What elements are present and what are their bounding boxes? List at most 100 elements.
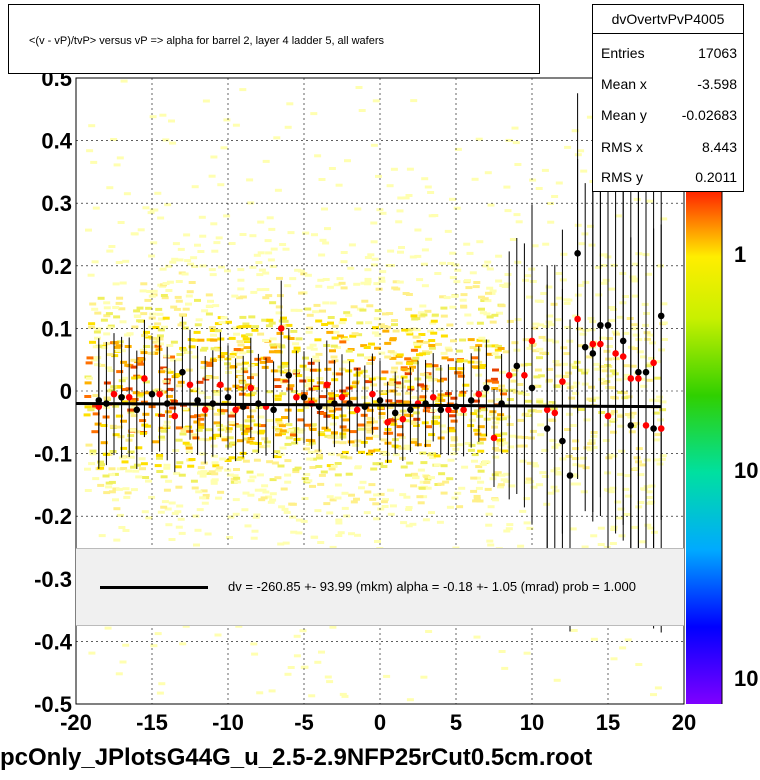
heat-cell	[428, 433, 436, 437]
heat-cell	[302, 356, 309, 360]
heat-cell	[155, 307, 163, 311]
heat-cell	[84, 405, 92, 409]
heat-cell	[133, 314, 141, 318]
data-point	[323, 381, 331, 389]
heat-cell	[449, 276, 457, 280]
heat-cell	[431, 364, 439, 368]
fit-line	[75, 402, 662, 409]
heat-cell	[259, 488, 267, 492]
heat-cell	[215, 496, 223, 500]
heat-cell	[401, 328, 409, 332]
heat-cell	[224, 269, 231, 273]
heat-cell	[425, 364, 433, 368]
heat-cell	[249, 475, 257, 479]
heat-cell	[354, 439, 362, 443]
heat-cell	[497, 347, 505, 350]
heat-cell	[339, 425, 347, 429]
heat-cell	[449, 414, 457, 418]
heat-cell	[613, 332, 620, 336]
heat-cell	[457, 367, 465, 371]
heat-cell	[324, 367, 332, 371]
heat-cell	[530, 462, 538, 466]
stat-row-entries: Entries 17063	[601, 45, 737, 75]
heat-cell	[257, 251, 265, 255]
heat-cell	[582, 280, 590, 284]
data-point	[513, 362, 521, 370]
heat-cell	[169, 260, 177, 264]
heat-cell	[142, 476, 150, 479]
heat-cell	[287, 337, 295, 340]
heat-cell	[490, 377, 498, 381]
x-tick-label: -10	[212, 710, 244, 735]
heat-cell	[116, 487, 123, 491]
heat-cell	[632, 422, 640, 426]
heat-cell	[659, 408, 667, 412]
data-point	[581, 343, 589, 351]
y-tick-label: -0.1	[34, 442, 72, 467]
heat-cell	[108, 473, 116, 477]
heat-cell	[648, 356, 656, 360]
heat-cell	[384, 459, 392, 463]
heat-cell	[446, 402, 454, 406]
heat-cell	[250, 373, 258, 377]
heat-cell	[456, 505, 464, 509]
heat-cell	[243, 346, 251, 350]
data-point	[612, 350, 619, 357]
heat-cell	[185, 446, 193, 450]
heat-cell	[476, 240, 484, 244]
heat-cell	[411, 438, 419, 442]
heat-cell	[265, 251, 273, 255]
heat-cell	[541, 475, 549, 478]
heat-cell	[267, 500, 275, 504]
heat-cell	[361, 386, 369, 390]
heat-cell	[328, 467, 336, 471]
heat-cell	[660, 338, 668, 341]
heat-cell	[503, 185, 511, 189]
heat-cell	[140, 282, 148, 286]
heat-cell	[294, 268, 302, 272]
heat-cell	[329, 349, 336, 353]
heat-cell	[109, 424, 117, 428]
heat-cell	[184, 259, 192, 263]
heat-cell	[245, 333, 253, 337]
heat-cell	[100, 318, 108, 322]
heat-cell	[315, 456, 323, 460]
heat-cell	[397, 250, 404, 254]
heat-cell	[367, 358, 375, 361]
heat-cell	[372, 502, 380, 506]
heat-cell	[225, 366, 233, 370]
heat-cell	[131, 232, 139, 236]
heat-cell	[210, 333, 217, 337]
heat-cell	[140, 462, 148, 466]
heat-cell	[608, 318, 616, 322]
heat-cell	[501, 449, 509, 453]
heat-cell	[200, 366, 208, 370]
heat-cell	[268, 227, 276, 231]
heat-cell	[242, 437, 250, 441]
heat-cell	[213, 241, 221, 245]
heat-cell	[425, 425, 432, 429]
heat-cell	[163, 488, 171, 492]
heat-cell	[239, 88, 247, 92]
heat-cell	[536, 400, 544, 404]
heat-cell	[350, 305, 358, 309]
heat-cell	[506, 423, 514, 426]
heat-cell	[380, 500, 388, 504]
stat-value: 0.2011	[695, 169, 737, 185]
heat-cell	[84, 467, 91, 471]
heat-cell	[341, 491, 349, 495]
heat-cell	[446, 323, 454, 327]
heat-cell	[228, 355, 236, 358]
heat-cell	[289, 515, 297, 519]
heat-cell	[247, 479, 255, 483]
heat-cell	[389, 338, 397, 342]
heat-cell	[398, 401, 406, 405]
heat-cell	[572, 314, 580, 318]
heat-cell	[374, 346, 381, 350]
heat-cell	[488, 412, 496, 416]
heat-cell	[97, 460, 104, 464]
heat-cell	[365, 436, 373, 440]
heat-cell	[174, 510, 182, 514]
heat-cell	[549, 438, 557, 442]
heat-cell	[600, 264, 607, 267]
